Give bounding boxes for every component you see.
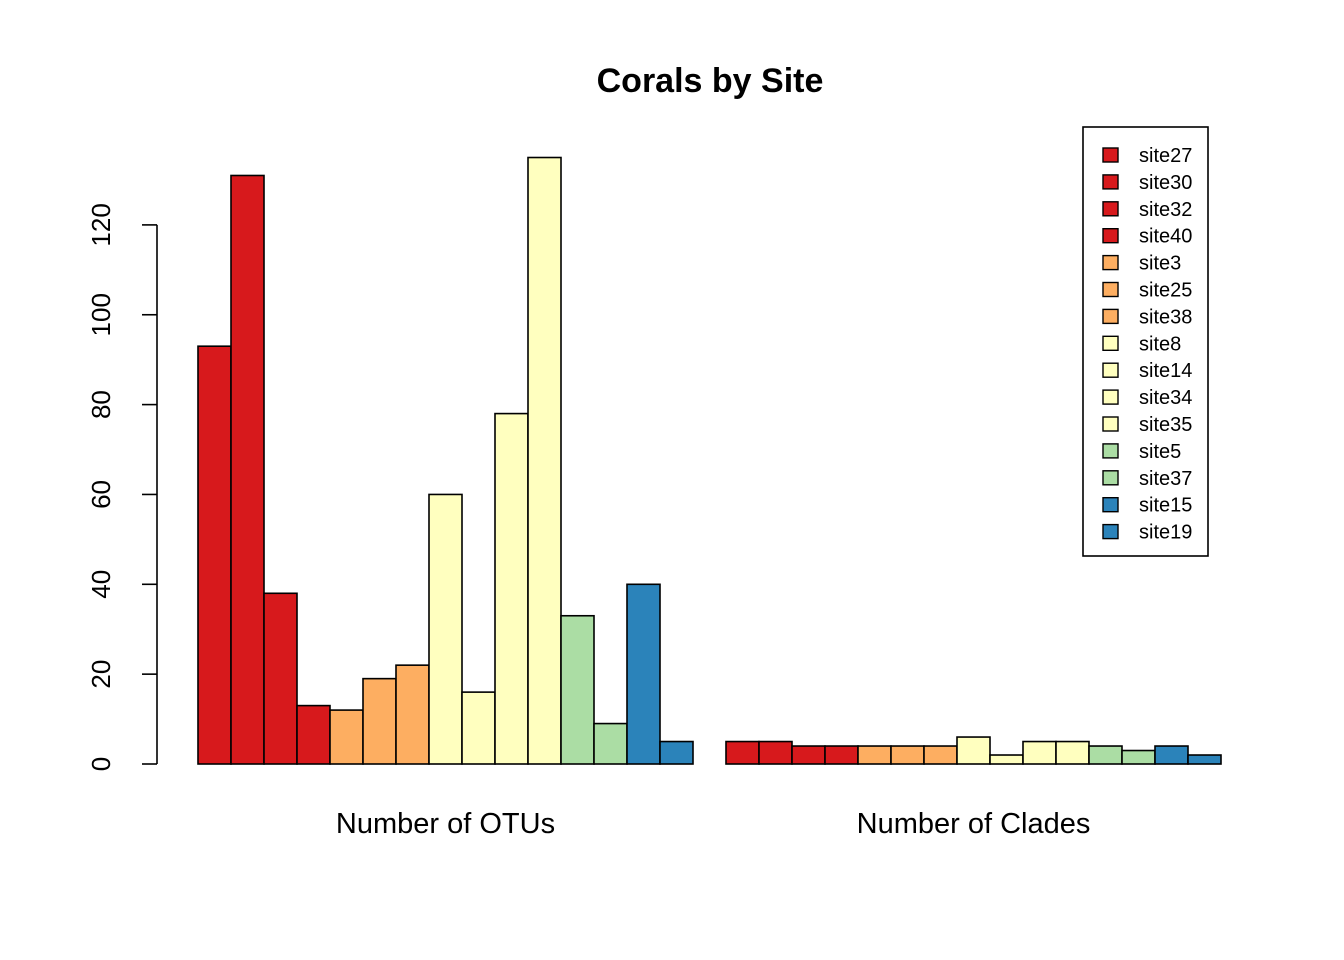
legend-label-site25: site25 [1139,280,1192,302]
legend-label-site5: site5 [1139,441,1181,463]
bar-site32-clades [791,745,826,765]
bar-site15-otus [626,583,661,765]
legend-swatch-site8 [1102,335,1119,351]
y-tick-label: 80 [86,390,116,419]
legend-label-site37: site37 [1139,468,1192,490]
bar-site34-clades [1022,740,1057,765]
legend-swatch-site40 [1102,227,1119,244]
bar-site3-clades [857,745,892,765]
bar-site27-clades [725,740,760,765]
bar-site38-otus [395,664,430,765]
bar-site15-clades [1154,745,1189,765]
bar-site35-otus [527,156,562,765]
legend-swatch-site19 [1102,523,1119,540]
y-tick-label: 100 [86,293,116,336]
y-tick-label: 0 [86,757,116,771]
legend-swatch-site27 [1102,147,1119,163]
legend-label-site14: site14 [1139,360,1192,382]
legend-label-site8: site8 [1139,333,1181,355]
legend-label-site15: site15 [1139,495,1192,517]
bar-site30-otus [230,174,265,765]
legend-label-site38: site38 [1139,306,1192,328]
legend-label-site30: site30 [1139,172,1192,194]
bar-site37-clades [1121,749,1156,765]
bar-site35-clades [1055,740,1090,765]
bar-site8-otus [428,493,463,765]
bar-site8-clades [956,736,991,765]
bar-site25-clades [890,745,925,765]
legend-swatch-site35 [1102,416,1119,432]
bar-site37-otus [593,722,628,765]
legend: site27 site30 site32 site40 site3 site25 site3… [1082,126,1209,557]
y-axis: 0 20 40 60 80 100 120 [86,203,158,771]
legend-label-site27: site27 [1139,145,1192,167]
bar-site14-clades [989,754,1024,765]
y-tick-label: 40 [86,570,116,599]
legend-swatch-site3 [1102,254,1119,271]
bar-site19-clades [1187,754,1222,765]
bar-site40-otus [296,704,331,765]
legend-label-site3: site3 [1139,253,1181,275]
legend-swatch-site32 [1102,201,1119,217]
bar-site30-clades [758,740,793,765]
bar-site40-clades [824,745,859,765]
bar-site25-otus [362,677,397,765]
legend-swatch-site25 [1102,281,1119,298]
y-tick-label: 20 [86,660,116,689]
bar-site14-otus [461,691,496,765]
x-category-label: Number of OTUs [336,808,555,840]
bar-site38-clades [923,745,958,765]
bar-site3-otus [329,709,364,765]
x-category-labels: Number of OTUs Number of Clades [336,808,1090,840]
bars [197,156,1222,765]
legend-swatch-site34 [1102,389,1119,405]
legend-label-site35: site35 [1139,414,1192,436]
legend-swatch-site15 [1102,497,1119,513]
legend-swatch-site14 [1102,362,1119,378]
legend-swatch-site30 [1102,174,1119,190]
y-tick-label: 120 [86,203,116,246]
legend-swatch-site37 [1102,470,1119,486]
x-category-label: Number of Clades [857,808,1091,840]
y-tick-label: 60 [86,480,116,509]
legend-swatch-site38 [1102,308,1119,325]
bar-site32-otus [263,592,298,765]
legend-label-site40: site40 [1139,226,1192,248]
legend-label-site34: site34 [1139,387,1192,409]
bar-site27-otus [197,345,232,765]
legend-label-site19: site19 [1139,522,1192,544]
bar-site5-otus [560,614,595,765]
bar-site5-clades [1088,745,1123,765]
chart-title: Corals by Site [597,62,824,100]
bar-site34-otus [494,412,529,765]
bar-site19-otus [659,740,694,765]
legend-label-site32: site32 [1139,199,1192,221]
legend-swatch-site5 [1102,443,1119,459]
